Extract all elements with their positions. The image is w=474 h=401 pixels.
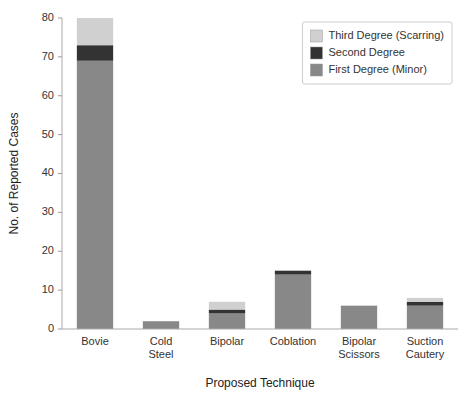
legend-swatch (310, 47, 322, 59)
y-tick (58, 290, 62, 291)
y-tick-label: 40 (42, 166, 54, 178)
bar-segment (77, 18, 113, 45)
y-tick (58, 56, 62, 57)
bar-segment (275, 270, 311, 271)
bar-segment (275, 275, 311, 329)
y-axis-label: No. of Reported Cases (7, 112, 21, 234)
chart: 0 10 20 30 40 50 60 70 80 Bovie ColdSteel Bipolar Co… (0, 0, 474, 401)
bar-segment (209, 310, 245, 314)
chart-container: 0 10 20 30 40 50 60 70 80 Bovie ColdSteel Bipolar Co… (0, 0, 474, 401)
legend-label: Second Degree (328, 46, 404, 58)
x-tick-label: BipolarScissors (338, 335, 380, 360)
bar-segment (407, 302, 443, 306)
bar-segment (209, 313, 245, 329)
x-tick-label: SuctionCautery (406, 335, 445, 360)
bar-segment (77, 61, 113, 329)
y-tick-label: 30 (42, 205, 54, 217)
bar-segment (143, 321, 179, 322)
y-tick-label: 80 (42, 11, 54, 23)
y-tick (58, 173, 62, 174)
y-axis-line (62, 18, 63, 329)
x-axis-line (62, 329, 458, 330)
legend-label: Third Degree (Scarring) (328, 29, 444, 41)
bar-segment (407, 298, 443, 302)
y-tick (58, 134, 62, 135)
legend-label: First Degree (Minor) (328, 63, 426, 75)
y-tick-label: 70 (42, 50, 54, 62)
bar-segment (143, 321, 179, 322)
y-tick (58, 251, 62, 252)
x-axis-label: Proposed Technique (205, 376, 315, 390)
legend-swatch (310, 30, 322, 42)
x-tick-label: Bipolar (210, 335, 245, 347)
bar-segment (275, 271, 311, 275)
bar-segment (209, 302, 245, 310)
bar-segment (143, 321, 179, 329)
plot-area: 0 10 20 30 40 50 60 70 80 Bovie ColdSteel Bipolar Co… (7, 11, 458, 390)
bar-segment (341, 305, 377, 306)
y-tick (58, 95, 62, 96)
y-tick-label: 60 (42, 89, 54, 101)
bars (77, 18, 443, 329)
bar-segment (77, 45, 113, 61)
x-tick-label: Bovie (81, 335, 109, 347)
y-tick-label: 20 (42, 244, 54, 256)
x-tick-label: ColdSteel (148, 335, 173, 360)
legend-box (302, 22, 452, 84)
bar-segment (341, 305, 377, 306)
y-tick-label: 10 (42, 283, 54, 295)
y-tick-label: 50 (42, 128, 54, 140)
bar-segment (341, 306, 377, 329)
legend-swatch (310, 64, 322, 76)
legend: Third Degree (Scarring) Second Degree Firs… (302, 22, 452, 84)
y-tick-label: 0 (48, 322, 54, 334)
x-tick-label: Coblation (270, 335, 316, 347)
y-tick (58, 212, 62, 213)
y-tick (58, 18, 62, 19)
bar-segment (407, 306, 443, 329)
y-tick (58, 329, 62, 330)
